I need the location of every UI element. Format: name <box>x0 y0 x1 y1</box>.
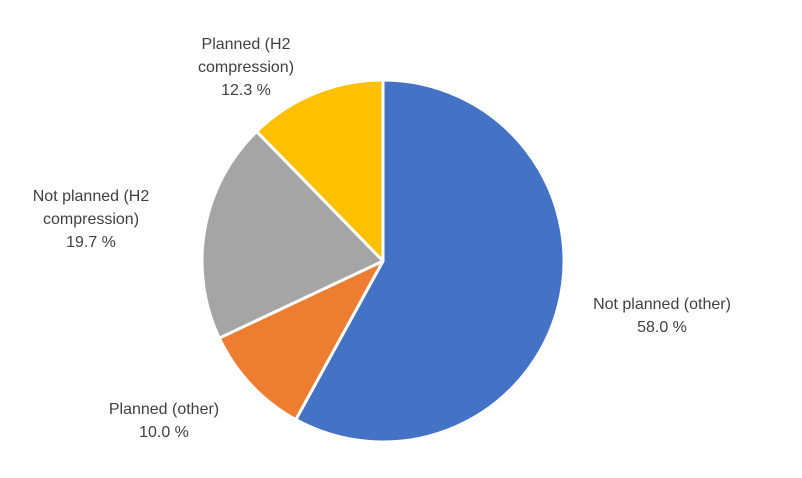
slice-label-planned-h2-compression: Planned (H2 compression) 12.3 % <box>198 36 294 99</box>
pie-slices <box>200 78 566 444</box>
pie-slice-not-planned-other <box>294 78 566 444</box>
slice-label-planned-other: Planned (other) 10.0 % <box>109 401 219 441</box>
slice-label-line-planned-other: Planned (other) <box>109 401 219 418</box>
slice-value-planned-h2-compression: 12.3 % <box>221 82 271 99</box>
pie-slice-planned-h2-compression <box>255 78 385 263</box>
slice-value-planned-other: 10.0 % <box>139 424 189 441</box>
slice-label-not-planned-other: Not planned (other) 58.0 % <box>593 296 731 336</box>
slice-label-line-planned-h2-compression: Planned (H2 <box>202 36 291 53</box>
pie-slice-not-planned-h2-compression <box>200 129 385 340</box>
slice-value-not-planned-h2-compression: 19.7 % <box>66 234 116 251</box>
pie-labels: Not planned (other) 58.0 % Planned (other)… <box>33 36 731 441</box>
slice-label-line-not-planned-h2-compression: compression) <box>43 211 139 228</box>
slice-label-line-not-planned-other: Not planned (other) <box>593 296 731 313</box>
slice-value-not-planned-other: 58.0 % <box>637 319 687 336</box>
slice-label-line-planned-h2-compression: compression) <box>198 59 294 76</box>
pie-slice-planned-other <box>217 259 385 422</box>
slice-label-line-not-planned-h2-compression: Not planned (H2 <box>33 188 150 205</box>
slice-label-not-planned-h2-compression: Not planned (H2 compression) 19.7 % <box>33 188 150 251</box>
